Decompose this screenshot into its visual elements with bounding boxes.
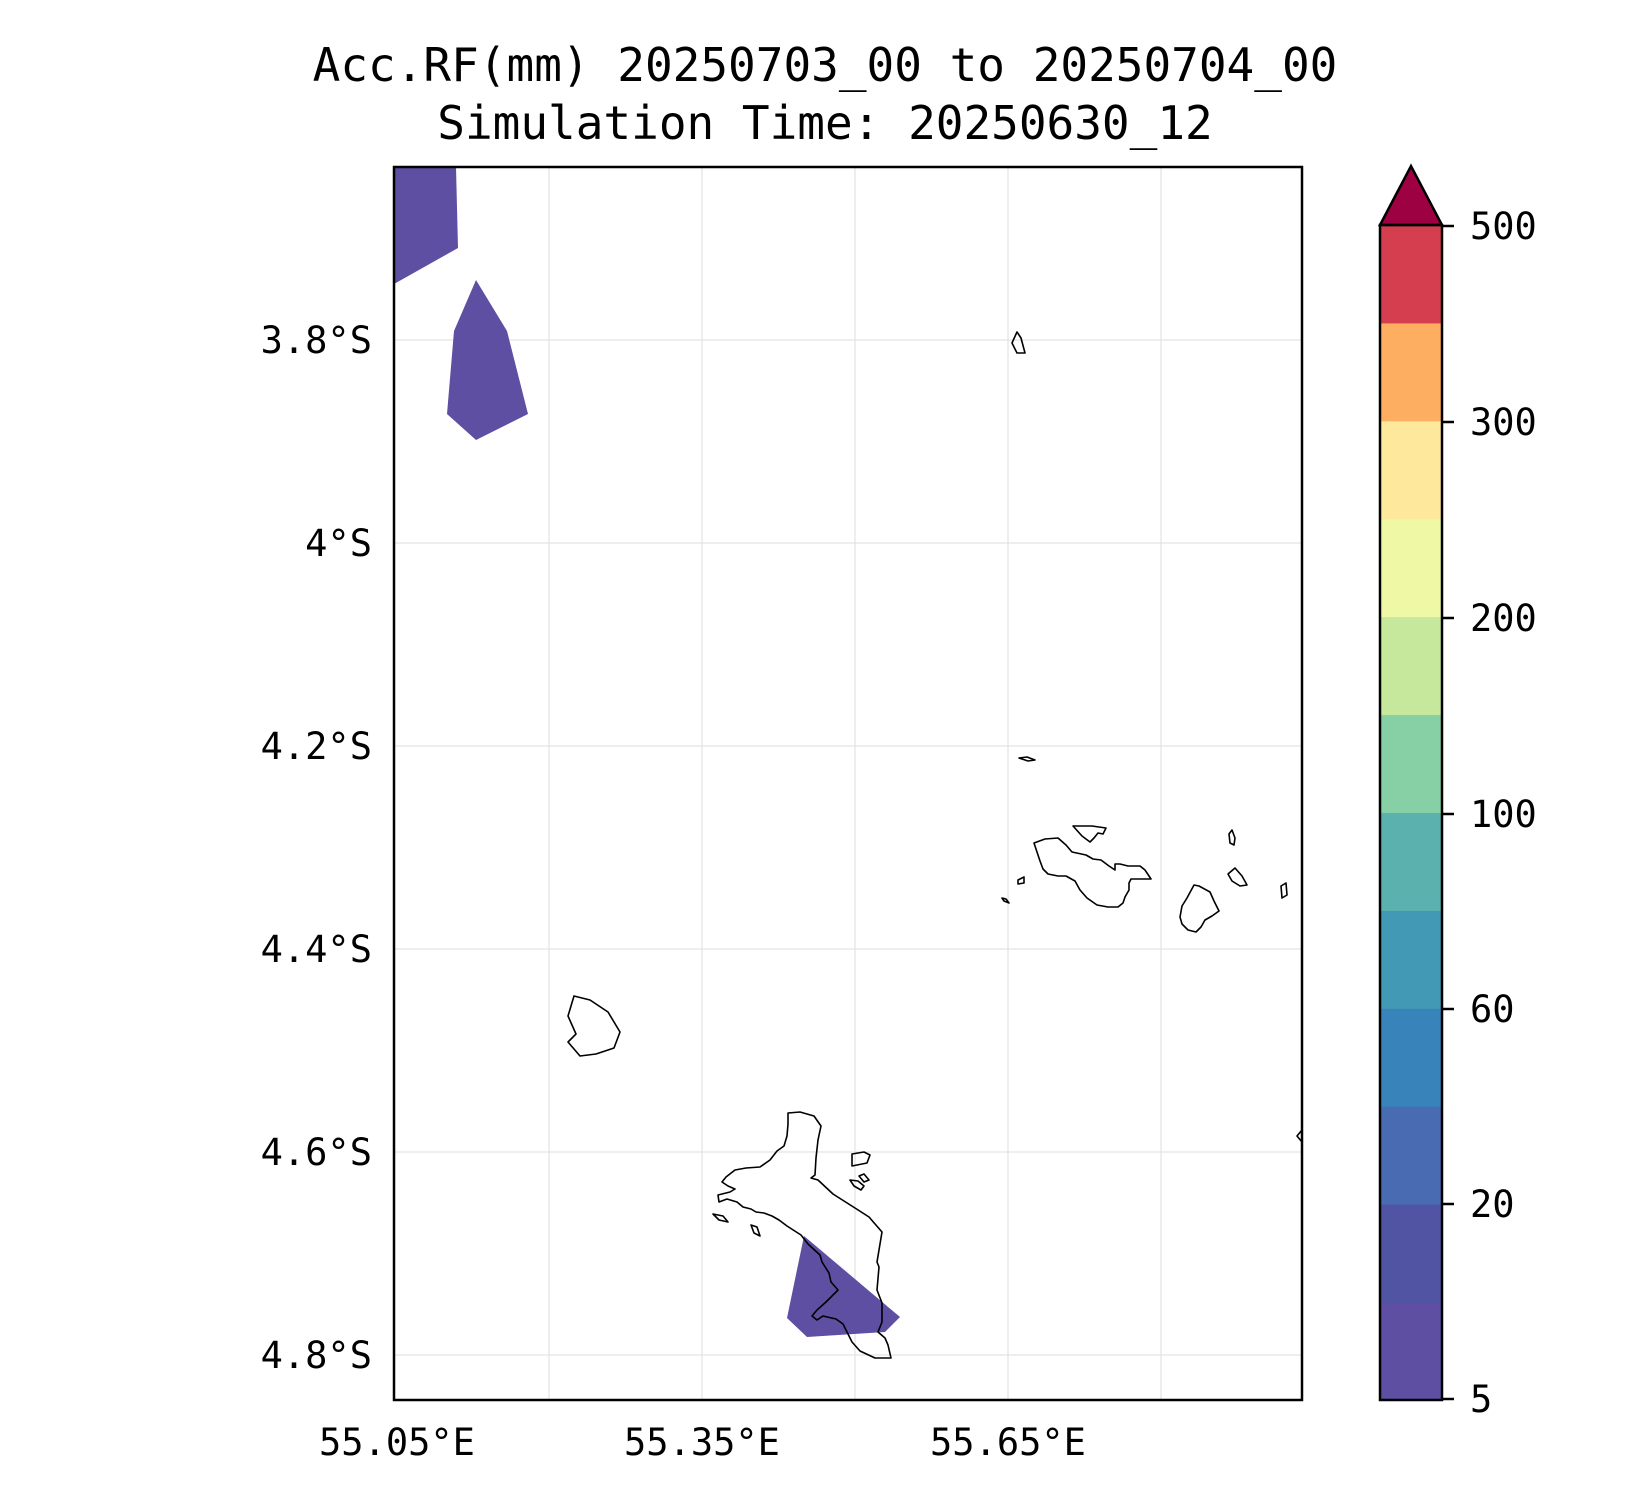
- rainfall-area-northwest-corner: [394, 167, 458, 284]
- rainfall-area-northwest-patch: [447, 280, 528, 440]
- colorbar-tick-label: 200: [1470, 597, 1537, 640]
- coastline-mahe-island: [717, 1111, 892, 1359]
- colorbar-band: [1380, 322, 1442, 422]
- lat-label: 4.8°S: [261, 1334, 372, 1377]
- coastline-islet-8: [849, 1179, 865, 1191]
- coastlines: [567, 331, 1303, 1359]
- coastline-islet-10: [712, 1213, 729, 1223]
- colorbar-tick-label: 5: [1470, 1378, 1492, 1421]
- colorbar-tick-label: 100: [1470, 793, 1537, 836]
- coastline-islet-4: [1227, 867, 1248, 887]
- coastline-islet-5: [1280, 882, 1288, 899]
- colorbar-ticks: [1442, 224, 1454, 1401]
- colorbar-band: [1380, 518, 1442, 618]
- colorbar-tick-label: 300: [1470, 401, 1537, 444]
- colorbar-band: [1380, 714, 1442, 813]
- coastline-islet-7: [851, 1151, 871, 1167]
- lat-label: 4.4°S: [261, 928, 372, 971]
- colorbar-bands: [1380, 225, 1442, 1401]
- lat-label: 4.2°S: [261, 725, 372, 768]
- lat-label: 3.8°S: [261, 319, 372, 362]
- colorbar-tick-label: 60: [1470, 988, 1515, 1031]
- lon-label: 55.05°E: [319, 1421, 475, 1464]
- coastline-islet-cousin: [1072, 825, 1107, 843]
- colorbar-band: [1380, 910, 1442, 1009]
- colorbar-band: [1380, 225, 1442, 324]
- colorbar-band: [1380, 420, 1442, 520]
- colorbar-band: [1380, 1302, 1442, 1401]
- colorbar-band: [1380, 616, 1442, 716]
- colorbar-tick-label: 20: [1470, 1183, 1515, 1226]
- map-title: Acc.RF(mm) 20250703_00 to 20250704_00: [312, 38, 1338, 92]
- colorbar-frame: [1378, 223, 1444, 1402]
- coastline-islet-1: [1017, 876, 1025, 885]
- coastline-islet-north: [1011, 331, 1026, 354]
- lat-label: 4°S: [305, 522, 372, 565]
- coastline-silhouette-island: [567, 995, 621, 1057]
- rainfall-area-south-mahe: [787, 1236, 900, 1337]
- colorbar-band: [1380, 812, 1442, 911]
- colorbar-band: [1380, 1204, 1442, 1303]
- colorbar-extend-triangle: [1377, 163, 1445, 227]
- colorbar-tick-labels: 500 300 200 100 60 20 5: [1470, 205, 1537, 1421]
- colorbar-band: [1380, 1008, 1442, 1107]
- colorbar: 500 300 200 100 60 20 5: [1377, 163, 1537, 1421]
- lat-label: 4.6°S: [261, 1131, 372, 1174]
- rainfall-areas: [394, 167, 900, 1337]
- coastline-islet-2: [1001, 897, 1010, 904]
- coastline-islet-3: [1228, 829, 1236, 846]
- map-gridlines: [394, 167, 1302, 1400]
- coastline-islet-mid: [1018, 756, 1036, 762]
- coastline-islet-11: [750, 1224, 761, 1237]
- lon-label: 55.65°E: [930, 1421, 1086, 1464]
- coastline-islet-9: [858, 1173, 870, 1183]
- colorbar-band: [1380, 1106, 1442, 1205]
- coastline-islet-6: [1296, 1129, 1303, 1143]
- map-subtitle: Simulation Time: 20250630_12: [437, 96, 1213, 150]
- lon-label: 55.35°E: [624, 1421, 780, 1464]
- colorbar-tick-label: 500: [1470, 205, 1537, 248]
- lat-axis-labels: 3.8°S 4°S 4.2°S 4.4°S 4.6°S 4.8°S: [261, 319, 372, 1377]
- coastline-praslin-island: [1033, 837, 1152, 908]
- map-frame: [392, 165, 1304, 1402]
- coastline-la-digue-island: [1179, 884, 1220, 933]
- lon-axis-labels: 55.05°E 55.35°E 55.65°E: [319, 1421, 1086, 1464]
